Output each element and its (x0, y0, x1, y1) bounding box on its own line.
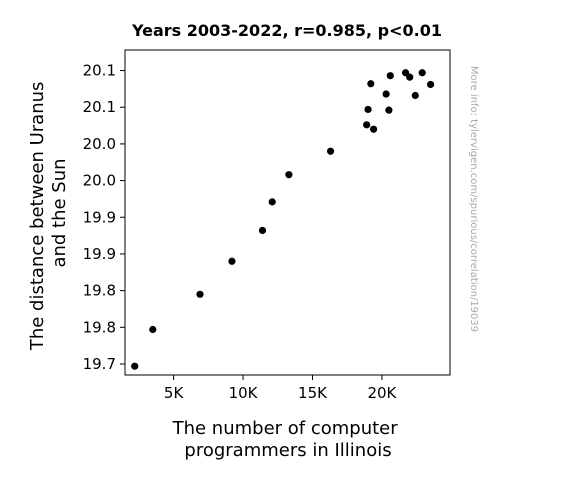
data-point (418, 69, 426, 77)
y-tick-label: 19.8 (83, 282, 116, 300)
x-tick-label: 10K (229, 384, 259, 402)
data-point (411, 91, 419, 100)
data-point (367, 80, 375, 88)
y-tick-label: 19.9 (83, 245, 116, 263)
x-tick-label: 20K (367, 384, 397, 402)
data-point (131, 362, 139, 370)
data-point (426, 80, 435, 89)
y-tick-label: 19.7 (83, 355, 116, 373)
y-tick-label: 20.0 (83, 172, 116, 190)
y-axis: 19.7 19.8 19.8 19.9 19.9 20.0 20.0 20.1 20.1 (83, 62, 125, 373)
plot-area: 5K 10K 15K 20K 19.7 19.8 19.8 19.9 19.9 20.0 20.0… (83, 49, 451, 402)
data-point (285, 171, 293, 179)
data-point (364, 105, 372, 114)
x-axis-label-line-1: The number of computer (172, 418, 399, 439)
data-point (326, 147, 335, 155)
data-point (363, 121, 371, 129)
data-point (370, 125, 378, 133)
x-axis-label-line-2: programmers in Illinois (184, 440, 391, 461)
plot-frame (124, 49, 451, 376)
y-tick-label: 19.8 (83, 318, 116, 336)
data-point (268, 198, 276, 206)
x-tick-label: 5K (164, 384, 185, 402)
y-axis-label: The distance between Uranus and the Sun (27, 76, 70, 351)
data-point (382, 90, 390, 98)
data-point (149, 325, 157, 334)
y-axis-label-line-1: The distance between Uranus (27, 82, 48, 352)
data-point (228, 257, 236, 265)
chart-title: Years 2003-2022, r=0.985, p<0.01 (131, 21, 442, 40)
y-tick-label: 19.9 (83, 208, 116, 226)
data-points (131, 69, 435, 370)
y-tick-label: 20.1 (83, 62, 116, 80)
y-tick-label: 20.1 (83, 98, 116, 116)
watermark-text: More info: tylervigen.com/spurious/corre… (468, 66, 479, 332)
data-point (385, 106, 393, 114)
data-point (196, 290, 204, 298)
x-axis: 5K 10K 15K 20K (164, 375, 398, 402)
y-axis-label-line-2: and the Sun (49, 158, 70, 267)
data-point (386, 72, 394, 80)
data-point (258, 226, 267, 235)
x-tick-label: 15K (298, 384, 328, 402)
x-axis-label: The number of computer programmers in Il… (172, 418, 404, 461)
data-point (406, 73, 414, 81)
y-tick-label: 20.0 (83, 135, 116, 153)
